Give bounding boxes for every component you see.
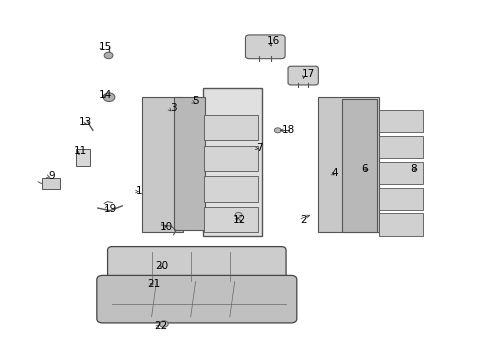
- Text: 19: 19: [103, 204, 117, 214]
- Bar: [204, 115, 258, 140]
- FancyBboxPatch shape: [97, 275, 296, 323]
- Bar: [204, 207, 258, 232]
- Bar: [173, 97, 205, 230]
- Bar: [142, 97, 183, 232]
- Text: 21: 21: [147, 279, 161, 289]
- Text: 2: 2: [299, 215, 306, 225]
- FancyBboxPatch shape: [287, 66, 318, 85]
- Text: 4: 4: [331, 168, 338, 178]
- Bar: [204, 176, 258, 202]
- Text: 10: 10: [160, 222, 172, 232]
- Text: 13: 13: [79, 117, 92, 127]
- Text: 3: 3: [170, 103, 177, 113]
- Circle shape: [235, 212, 242, 217]
- Bar: [378, 110, 422, 132]
- Text: 16: 16: [266, 36, 280, 46]
- Text: 18: 18: [281, 125, 295, 135]
- Bar: [204, 146, 258, 171]
- Text: 7: 7: [255, 143, 262, 153]
- Bar: [41, 178, 60, 189]
- Text: 6: 6: [360, 164, 367, 174]
- Text: 20: 20: [155, 261, 167, 271]
- Circle shape: [159, 321, 168, 327]
- Text: 1: 1: [136, 186, 142, 196]
- Circle shape: [274, 128, 281, 133]
- Text: 12: 12: [232, 215, 246, 225]
- Bar: [203, 88, 261, 236]
- Bar: [76, 149, 90, 166]
- FancyBboxPatch shape: [107, 247, 285, 286]
- Text: 15: 15: [98, 42, 112, 52]
- Text: 17: 17: [301, 69, 314, 79]
- Bar: [317, 97, 378, 232]
- Circle shape: [103, 93, 115, 102]
- Circle shape: [104, 52, 113, 59]
- Text: 9: 9: [48, 171, 55, 181]
- Bar: [378, 213, 422, 236]
- Text: 5: 5: [192, 96, 199, 106]
- Bar: [378, 188, 422, 210]
- Bar: [378, 136, 422, 158]
- Text: 14: 14: [98, 90, 112, 100]
- Bar: [378, 162, 422, 184]
- Text: 11: 11: [74, 146, 87, 156]
- FancyBboxPatch shape: [245, 35, 285, 59]
- Text: 22: 22: [154, 321, 168, 331]
- Bar: [342, 99, 376, 232]
- Text: 8: 8: [409, 164, 416, 174]
